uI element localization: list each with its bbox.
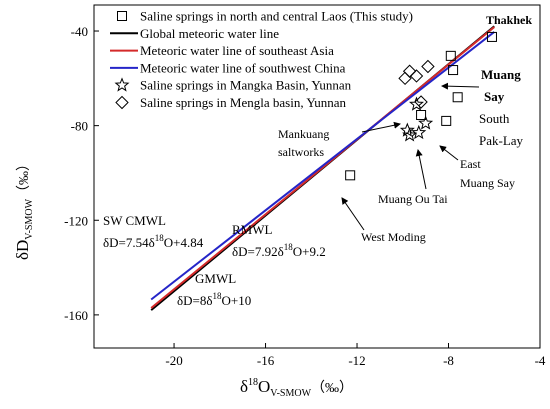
y-axis-title: δDV-SMOW（‰）: [13, 157, 35, 260]
x-tick-label: -16: [257, 353, 275, 368]
square-point: [448, 65, 459, 76]
legend-label: Global meteoric water line: [140, 26, 279, 41]
annotation-muang-ou-tai: Muang Ou Tai: [378, 192, 448, 206]
water-line-2525c8: [150, 31, 495, 301]
y-tick-label: -120: [64, 213, 88, 228]
label-rmwl: RMWL: [232, 222, 273, 237]
star-point: [418, 115, 434, 130]
square-point: [445, 50, 456, 61]
arrow-muang-say: [441, 82, 480, 90]
legend-label: Saline springs in Mangka Basin, Yunnan: [140, 78, 352, 93]
label-gmwl: GMWL: [195, 271, 236, 286]
legend-label: Saline springs in north and central Laos…: [140, 9, 413, 24]
annotation-west-moding: West Moding: [361, 230, 426, 244]
equation-gmwl: δD=8δ18O+10: [177, 291, 251, 308]
square-point: [452, 92, 463, 103]
axis-titles: δ18OV-SMOW（‰） δDV-SMOW（‰）: [13, 157, 353, 399]
x-axis-title: δ18OV-SMOW（‰）: [240, 377, 353, 399]
x-tick-label: -4: [535, 353, 546, 368]
legend-diamond-marker: [115, 95, 129, 110]
legend-label: Saline springs in Mengla basin, Yunnan: [140, 95, 347, 110]
diamond-point: [414, 95, 428, 109]
annotation-east-muang-say: East Muang Say: [460, 157, 515, 190]
y-tick-label: -160: [64, 308, 88, 323]
annotation-mankuang: Mankuang saltworks: [278, 127, 332, 159]
equation-sw-cmwl: δD=7.54δ18O+4.84: [103, 233, 204, 250]
diamond-point: [409, 69, 424, 83]
legend-label: Meteoric water line of southwest China: [140, 60, 346, 75]
square-point: [441, 115, 452, 126]
arrow-west-moding: [341, 197, 365, 231]
star-point: [402, 127, 418, 142]
water-line-d42a2a: [150, 26, 495, 309]
square-point: [486, 31, 497, 42]
arrow-east-muang-say: [439, 145, 459, 161]
equation-rmwl: δD=7.92δ18O+9.2: [232, 242, 326, 259]
annotation-thakhek: Thakhek: [486, 13, 532, 27]
star-point: [411, 124, 427, 140]
diamond-point: [421, 59, 435, 74]
label-sw-cmwl: SW CMWL: [103, 213, 166, 228]
legend-square-marker: [117, 11, 127, 21]
x-tick-label: -20: [165, 353, 182, 368]
square-point: [416, 109, 427, 120]
arrow-mankuang: [361, 121, 401, 133]
annotation-muang-say: Muang Say: [481, 67, 524, 104]
annotations: Thakhek Muang Say South Pak-Lay Mankuang…: [103, 13, 532, 308]
star-point: [408, 96, 424, 111]
diamond-point: [398, 71, 412, 86]
legend-star-marker: [114, 77, 130, 92]
star-point: [399, 122, 415, 137]
y-tick-label: -40: [71, 24, 88, 39]
y-tick-label: -80: [71, 119, 88, 134]
arrow-muang-ou-tai: [415, 149, 427, 190]
square-point: [345, 170, 356, 181]
data-points: [345, 31, 497, 181]
diamond-point: [402, 64, 417, 78]
annotation-south-pak-lay: South Pak-Lay: [479, 111, 524, 148]
plot-frame: [93, 4, 541, 349]
x-tick-label: -12: [348, 353, 365, 368]
x-tick-label: -8: [443, 353, 454, 368]
legend: Saline springs in north and central Laos…: [110, 9, 413, 110]
water-lines: [150, 25, 495, 311]
axes: -20 -16 -12 -8 -4 -160 -120 -80 -40: [64, 24, 546, 368]
legend-label: Meteoric water line of southeast Asia: [140, 43, 334, 58]
